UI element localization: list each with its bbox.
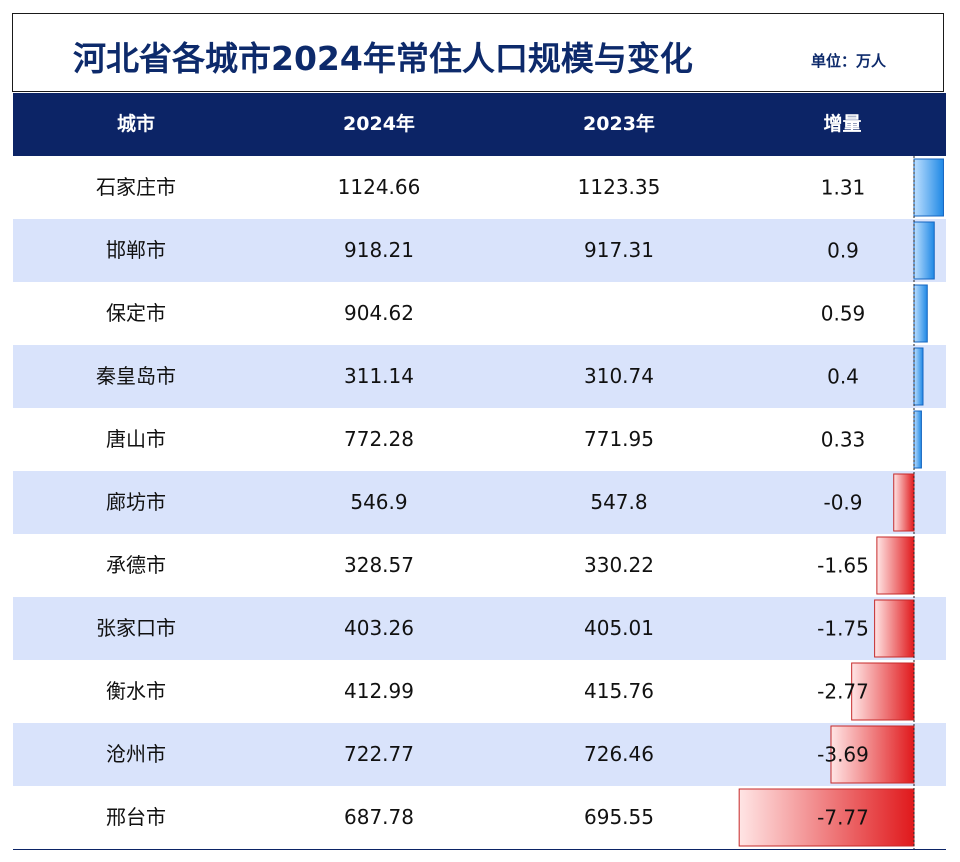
cell-city: 张家口市: [96, 616, 176, 640]
cell-2023: 415.76: [584, 679, 654, 703]
cell-2024: 403.26: [344, 616, 414, 640]
chart-title: 河北省各城市2024年常住人口规模与变化: [73, 39, 693, 78]
cell-2023: 310.74: [584, 364, 654, 388]
table-row: 衡水市 412.99 415.76: [13, 660, 946, 723]
cell-2024: 412.99: [344, 679, 414, 703]
cell-2023: 330.22: [584, 553, 654, 577]
cell-2023: 695.55: [584, 805, 654, 829]
header-city: 城市: [116, 113, 155, 135]
cell-2023: 1123.35: [577, 175, 661, 199]
cell-city: 秦皇岛市: [96, 364, 176, 388]
table-header: 城市 2024年 2023年 增量: [13, 93, 946, 156]
cell-city: 廊坊市: [106, 490, 166, 514]
cell-city: 石家庄市: [96, 175, 176, 199]
table-row: 石家庄市 1124.66 1123.35: [13, 156, 946, 219]
cell-city: 邢台市: [106, 805, 166, 829]
table-row: 沧州市 722.77 726.46: [13, 723, 946, 786]
cell-2023: 917.31: [584, 238, 654, 262]
cell-2024: 904.62: [344, 301, 414, 325]
cell-city: 沧州市: [106, 742, 166, 766]
cell-2024: 918.21: [344, 238, 414, 262]
table-row: 邢台市 687.78 695.55: [13, 786, 946, 849]
cell-2024: 546.9: [350, 490, 408, 514]
cell-2024: 772.28: [344, 427, 414, 451]
table-body: 石家庄市 1124.66 1123.35 邯郸市 918.21 917.31 保定市 904.…: [13, 156, 946, 849]
header-change: 增量: [823, 113, 862, 135]
table-row: 邯郸市 918.21 917.31: [13, 219, 946, 282]
cell-2023: 726.46: [584, 742, 654, 766]
cell-2024: 1124.66: [337, 175, 421, 199]
cell-city: 衡水市: [106, 679, 166, 703]
cell-city: 邯郸市: [106, 238, 166, 262]
cell-2023: 547.8: [590, 490, 648, 514]
header-2024: 2024年: [343, 113, 415, 135]
cell-2023: [499, 282, 739, 345]
header-2023: 2023年: [583, 113, 655, 135]
cell-2023: 405.01: [584, 616, 654, 640]
cell-2024: 687.78: [344, 805, 414, 829]
cell-city: 承德市: [106, 553, 166, 577]
table-row: 张家口市 403.26 405.01: [13, 597, 946, 660]
table-row: 唐山市 772.28 771.95: [13, 408, 946, 471]
bottom-border: [13, 849, 946, 850]
table-row: 廊坊市 546.9 547.8: [13, 471, 946, 534]
cell-2024: 722.77: [344, 742, 414, 766]
table-row: 承德市 328.57 330.22: [13, 534, 946, 597]
title-box: 河北省各城市2024年常住人口规模与变化 单位：万人: [12, 13, 944, 92]
cell-2023: 771.95: [584, 427, 654, 451]
table-row: 保定市 904.62: [13, 282, 946, 345]
cell-2024: 311.14: [344, 364, 414, 388]
cell-city: 唐山市: [106, 427, 166, 451]
cell-2024: 328.57: [344, 553, 414, 577]
cell-city: 保定市: [106, 301, 166, 325]
table-row: 秦皇岛市 311.14 310.74: [13, 345, 946, 408]
unit-label: 单位：万人: [811, 52, 887, 70]
